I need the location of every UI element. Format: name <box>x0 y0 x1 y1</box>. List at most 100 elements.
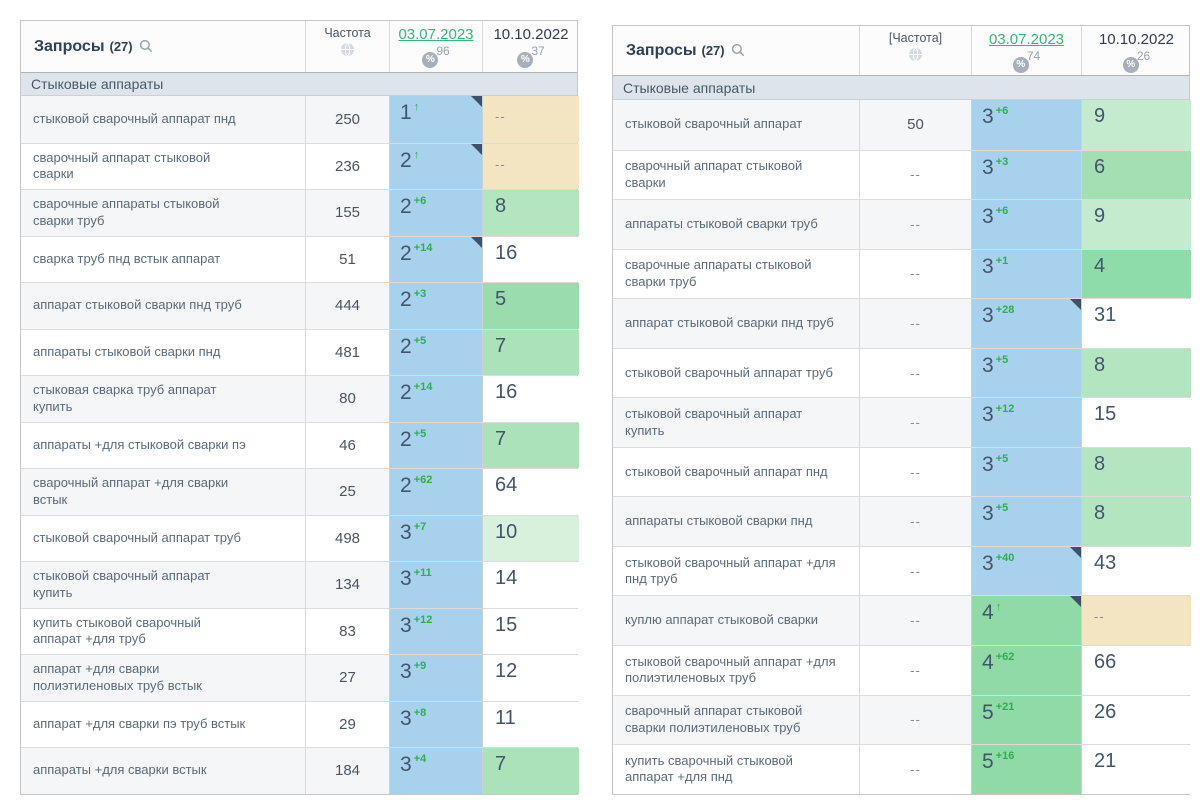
table-row[interactable]: купить стыковой сварочный аппарат +для т… <box>21 607 579 655</box>
table-row[interactable]: стыковой сварочный аппарат купить -- 3 +1… <box>613 397 1191 447</box>
query-cell[interactable]: стыковая сварка труб аппарат купить <box>21 376 305 422</box>
query-cell[interactable]: стыковой сварочный аппарат пнд <box>21 96 305 143</box>
query-cell[interactable]: стыковой сварочный аппарат <box>613 100 859 150</box>
position-cell-current[interactable]: 2 +3 <box>389 283 482 329</box>
position-cell-current[interactable]: 3 +1 <box>971 249 1081 299</box>
query-cell[interactable]: сварочный аппарат +для сварки встык <box>21 469 305 515</box>
query-cell[interactable]: аппараты +для стыковой сварки пэ <box>21 423 305 469</box>
table-row[interactable]: стыковой сварочный аппарат труб -- 3 +5 8 <box>613 347 1191 398</box>
table-row[interactable]: сварочный аппарат +для сварки встык 25 2… <box>21 468 579 515</box>
query-cell[interactable]: сварочные аппараты стыковой сварки труб <box>613 250 859 299</box>
frequency-cell: -- <box>859 646 971 695</box>
table-row[interactable]: сварочные аппараты стыковой сварки труб … <box>21 189 579 236</box>
table-row[interactable]: сварочные аппараты стыковой сварки труб … <box>613 248 1191 299</box>
table-row[interactable]: аппарат стыковой сварки пнд труб 444 2 +3… <box>21 282 579 329</box>
position-cell-current[interactable]: 2 +14 <box>389 376 482 422</box>
table-row[interactable]: сварочный аппарат стыковой сварки 236 2 ↑… <box>21 142 579 190</box>
table-row[interactable]: сварочный аппарат стыковой сварки полиэт… <box>613 694 1191 745</box>
position-cell-current[interactable]: 3 +5 <box>971 348 1081 398</box>
query-cell[interactable]: купить сварочный стыковой аппарат +для п… <box>613 745 859 794</box>
table-row[interactable]: аппараты +для сварки встык 184 3 +4 7 <box>21 747 579 794</box>
search-icon[interactable] <box>139 39 154 54</box>
date-link-current[interactable]: 03.07.2023 <box>988 31 1065 48</box>
query-cell[interactable]: аппарат стыковой сварки пнд труб <box>613 299 859 348</box>
query-cell[interactable]: аппарат +для сварки полиэтиленовых труб … <box>21 655 305 701</box>
position-cell-current[interactable]: 3 +3 <box>971 150 1081 200</box>
position-cell-current[interactable]: 3 +6 <box>971 100 1081 150</box>
position-cell-current[interactable]: 3 +28 <box>971 299 1081 348</box>
table-row[interactable]: аппараты +для стыковой сварки пэ 46 2 +5 … <box>21 421 579 469</box>
query-cell[interactable]: стыковой сварочный аппарат купить <box>21 562 305 608</box>
table-row[interactable]: стыковой сварочный аппарат +для пнд труб… <box>613 545 1191 596</box>
query-cell[interactable]: аппараты стыковой сварки труб <box>613 200 859 249</box>
position-cell-current[interactable]: 3 +9 <box>389 655 482 701</box>
table-row[interactable]: аппараты стыковой сварки труб -- 3 +6 9 <box>613 199 1191 249</box>
query-cell[interactable]: аппараты +для сварки встык <box>21 748 305 794</box>
table-row[interactable]: сварка труб пнд встык аппарат 51 2 +14 16 <box>21 235 579 283</box>
query-cell[interactable]: сварка труб пнд встык аппарат <box>21 237 305 283</box>
date-column-header-current[interactable]: 03.07.2023 %96 <box>389 21 482 72</box>
position-cell-current[interactable]: 3 +6 <box>971 200 1081 249</box>
query-cell[interactable]: стыковой сварочный аппарат пнд <box>613 448 859 497</box>
query-cell[interactable]: стыковой сварочный аппарат +для полиэтил… <box>613 646 859 695</box>
position-cell-current[interactable]: 3 +7 <box>389 515 482 561</box>
position-cell-current[interactable]: 2 +62 <box>389 469 482 515</box>
search-icon[interactable] <box>731 43 746 58</box>
query-cell[interactable]: сварочный аппарат стыковой сварки полиэт… <box>613 696 859 745</box>
group-header[interactable]: Стыковые аппараты <box>613 76 1189 100</box>
position-cell-current[interactable]: 3 +8 <box>389 701 482 747</box>
table-row[interactable]: купить сварочный стыковой аппарат +для п… <box>613 744 1191 794</box>
position-cell-current[interactable]: 5 +16 <box>971 745 1081 794</box>
position-cell-current[interactable]: 3 +4 <box>389 748 482 794</box>
position-cell-current[interactable]: 3 +12 <box>971 398 1081 447</box>
position-cell-current[interactable]: 4 +62 <box>971 646 1081 695</box>
position-cell-current[interactable]: 2 +6 <box>389 190 482 236</box>
position-cell-current[interactable]: 2 ↑ <box>389 143 482 189</box>
query-cell[interactable]: стыковой сварочный аппарат труб <box>613 349 859 398</box>
table-row[interactable]: стыковой сварочный аппарат труб 498 3 +7 … <box>21 514 579 562</box>
table-row[interactable]: сварочный аппарат стыковой сварки -- 3 +3… <box>613 149 1191 200</box>
query-cell[interactable]: сварочный аппарат стыковой сварки <box>21 144 305 190</box>
query-cell[interactable]: стыковой сварочный аппарат купить <box>613 398 859 447</box>
frequency-header[interactable]: [Частота] <box>859 26 971 75</box>
position-cell-current[interactable]: 3 +5 <box>971 497 1081 546</box>
table-row[interactable]: аппарат +для сварки полиэтиленовых труб … <box>21 654 579 701</box>
query-cell[interactable]: куплю аппарат стыковой сварки <box>613 596 859 645</box>
position-cell-current[interactable]: 1 ↑ <box>389 96 482 143</box>
table-row[interactable]: стыковой сварочный аппарат +для полиэтил… <box>613 645 1191 695</box>
date-column-header-previous[interactable]: 10.10.2022 %37 <box>482 21 579 72</box>
table-row[interactable]: стыковой сварочный аппарат пнд -- 3 +5 8 <box>613 446 1191 497</box>
position-cell-current[interactable]: 5 +21 <box>971 695 1081 745</box>
table-row[interactable]: аппараты стыковой сварки пнд -- 3 +5 8 <box>613 496 1191 546</box>
position-cell-current[interactable]: 2 +14 <box>389 236 482 282</box>
table-row[interactable]: стыковой сварочный аппарат пнд 250 1 ↑ -- <box>21 96 579 143</box>
date-column-header-previous[interactable]: 10.10.2022 %26 <box>1081 26 1191 75</box>
table-row[interactable]: стыковая сварка труб аппарат купить 80 2… <box>21 375 579 422</box>
date-link-current[interactable]: 03.07.2023 <box>398 26 474 43</box>
position-cell-current[interactable]: 2 +5 <box>389 329 482 375</box>
query-cell[interactable]: стыковой сварочный аппарат +для пнд труб <box>613 547 859 596</box>
table-row[interactable]: аппараты стыковой сварки пнд 481 2 +5 7 <box>21 328 579 376</box>
table-row[interactable]: стыковой сварочный аппарат 50 3 +6 9 <box>613 100 1191 150</box>
position-cell-current[interactable]: 3 +11 <box>389 562 482 608</box>
query-cell[interactable]: стыковой сварочный аппарат труб <box>21 516 305 562</box>
query-cell[interactable]: аппарат стыковой сварки пнд труб <box>21 283 305 329</box>
query-cell[interactable]: сварочный аппарат стыковой сварки <box>613 151 859 200</box>
query-cell[interactable]: аппараты стыковой сварки пнд <box>21 330 305 376</box>
position-cell-current[interactable]: 3 +12 <box>389 608 482 654</box>
table-row[interactable]: аппарат +для сварки пэ труб встык 29 3 +8… <box>21 700 579 748</box>
date-column-header-current[interactable]: 03.07.2023 %74 <box>971 26 1081 75</box>
frequency-header[interactable]: Частота <box>305 21 389 72</box>
group-header[interactable]: Стыковые аппараты <box>21 73 577 96</box>
query-cell[interactable]: аппараты стыковой сварки пнд <box>613 497 859 546</box>
query-cell[interactable]: купить стыковой сварочный аппарат +для т… <box>21 609 305 655</box>
position-cell-current[interactable]: 2 +5 <box>389 422 482 468</box>
table-row[interactable]: аппарат стыковой сварки пнд труб -- 3 +28… <box>613 298 1191 348</box>
table-row[interactable]: куплю аппарат стыковой сварки -- 4 ↑ -- <box>613 595 1191 646</box>
position-cell-current[interactable]: 3 +5 <box>971 447 1081 497</box>
table-row[interactable]: стыковой сварочный аппарат купить 134 3 +… <box>21 561 579 608</box>
position-cell-current[interactable]: 3 +40 <box>971 546 1081 596</box>
query-cell[interactable]: сварочные аппараты стыковой сварки труб <box>21 190 305 236</box>
query-cell[interactable]: аппарат +для сварки пэ труб встык <box>21 702 305 748</box>
position-cell-current[interactable]: 4 ↑ <box>971 596 1081 646</box>
